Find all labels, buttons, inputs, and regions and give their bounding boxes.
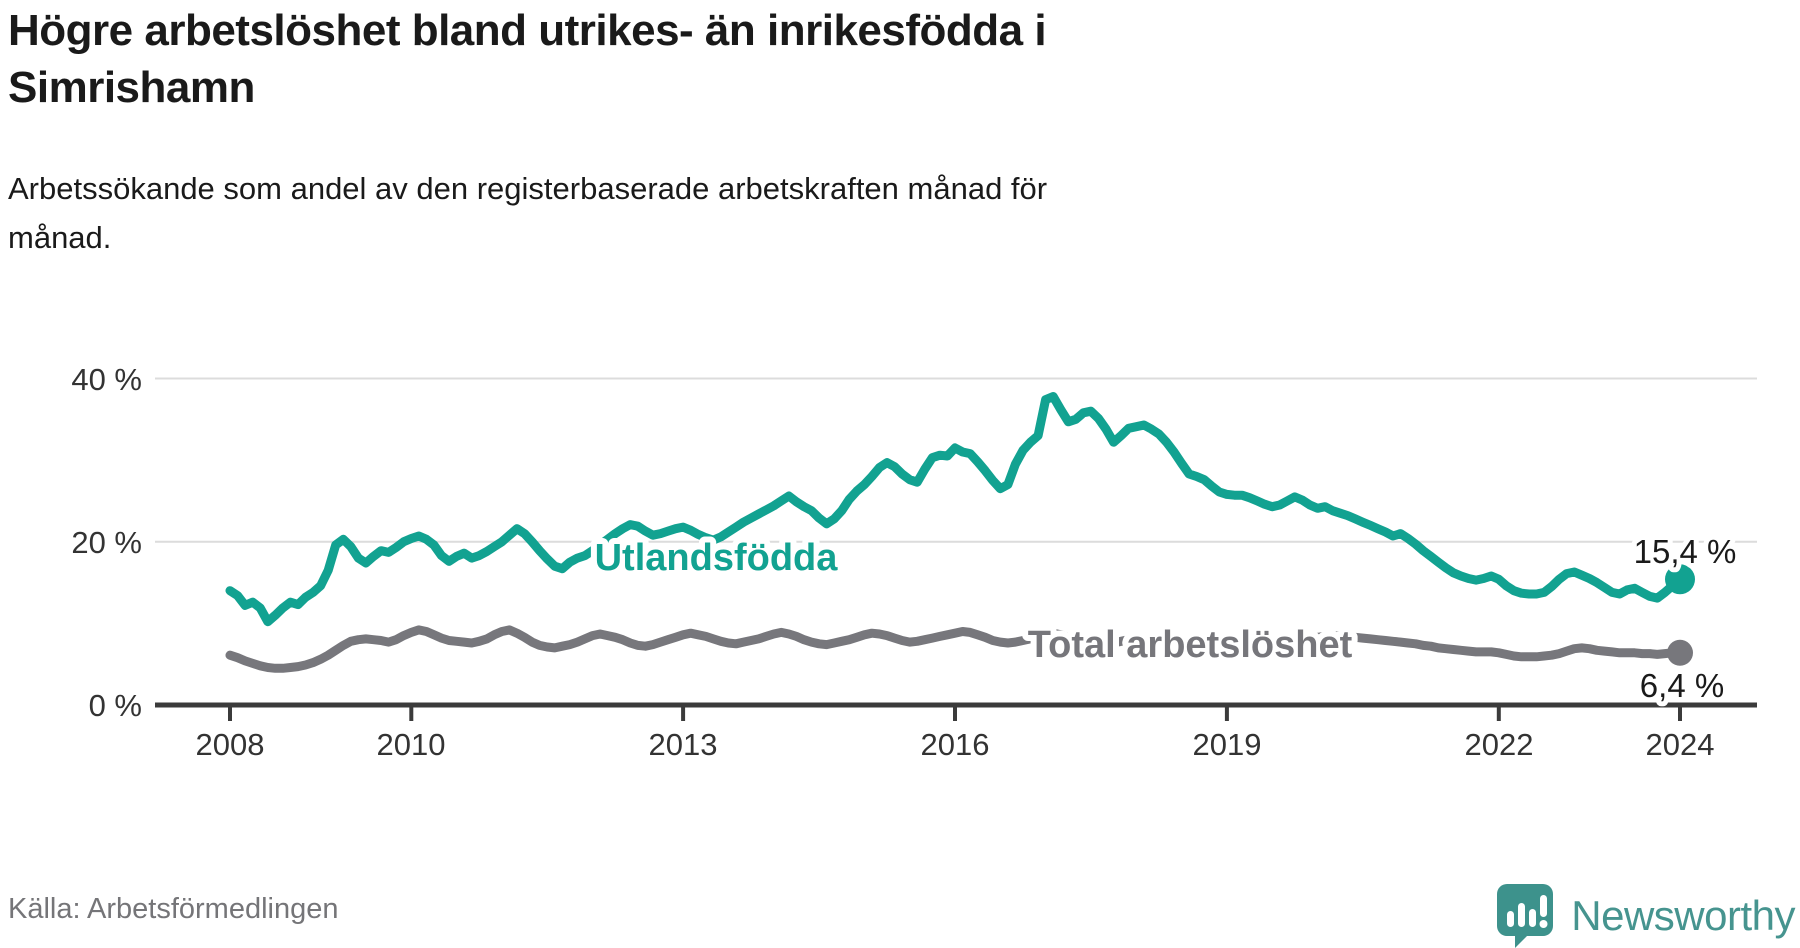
- end-dot-utlandsfodda: [1665, 564, 1695, 595]
- y-tick-40: 40 %: [71, 362, 142, 397]
- subtitle-line-2: månad.: [8, 220, 112, 255]
- x-tick-2024: 2024: [1646, 727, 1715, 762]
- title-line-2: Simrishamn: [8, 63, 255, 112]
- end-value-utlandsfodda: 15,4 %: [1634, 533, 1737, 570]
- newsworthy-wordmark: Newsworthy: [1571, 892, 1795, 939]
- series-label-total: Total arbetslöshet: [1028, 624, 1353, 666]
- series-label-utlandsfodda: Utlandsfödda: [595, 537, 839, 579]
- chart-subtitle: Arbetssökande som andel av den registerb…: [8, 164, 1047, 262]
- series-line-utlandsfodda: [225, 392, 1685, 627]
- x-tick-2019: 2019: [1193, 727, 1262, 762]
- source-note: Källa: Arbetsförmedlingen: [8, 893, 339, 925]
- end-dot-total: [1667, 639, 1693, 666]
- page-title: Högre arbetslöshet bland utrikes- än inr…: [8, 2, 1047, 116]
- end-value-total: 6,4 %: [1640, 667, 1724, 704]
- title-line-1: Högre arbetslöshet bland utrikes- än inr…: [8, 6, 1047, 55]
- series-line-total: [225, 625, 1685, 673]
- newsworthy-logo: Newsworthy: [1497, 884, 1795, 948]
- x-tick-2010: 2010: [377, 727, 446, 762]
- x-tick-2008: 2008: [196, 727, 265, 762]
- x-tick-2022: 2022: [1465, 727, 1534, 762]
- x-axis-ticks: [228, 705, 1682, 721]
- x-tick-2016: 2016: [921, 727, 990, 762]
- x-tick-2013: 2013: [649, 727, 718, 762]
- y-tick-0: 0 %: [89, 688, 142, 723]
- y-tick-20: 20 %: [71, 525, 142, 560]
- newsworthy-icon: [1497, 884, 1554, 948]
- subtitle-line-1: Arbetssökande som andel av den registerb…: [8, 171, 1048, 206]
